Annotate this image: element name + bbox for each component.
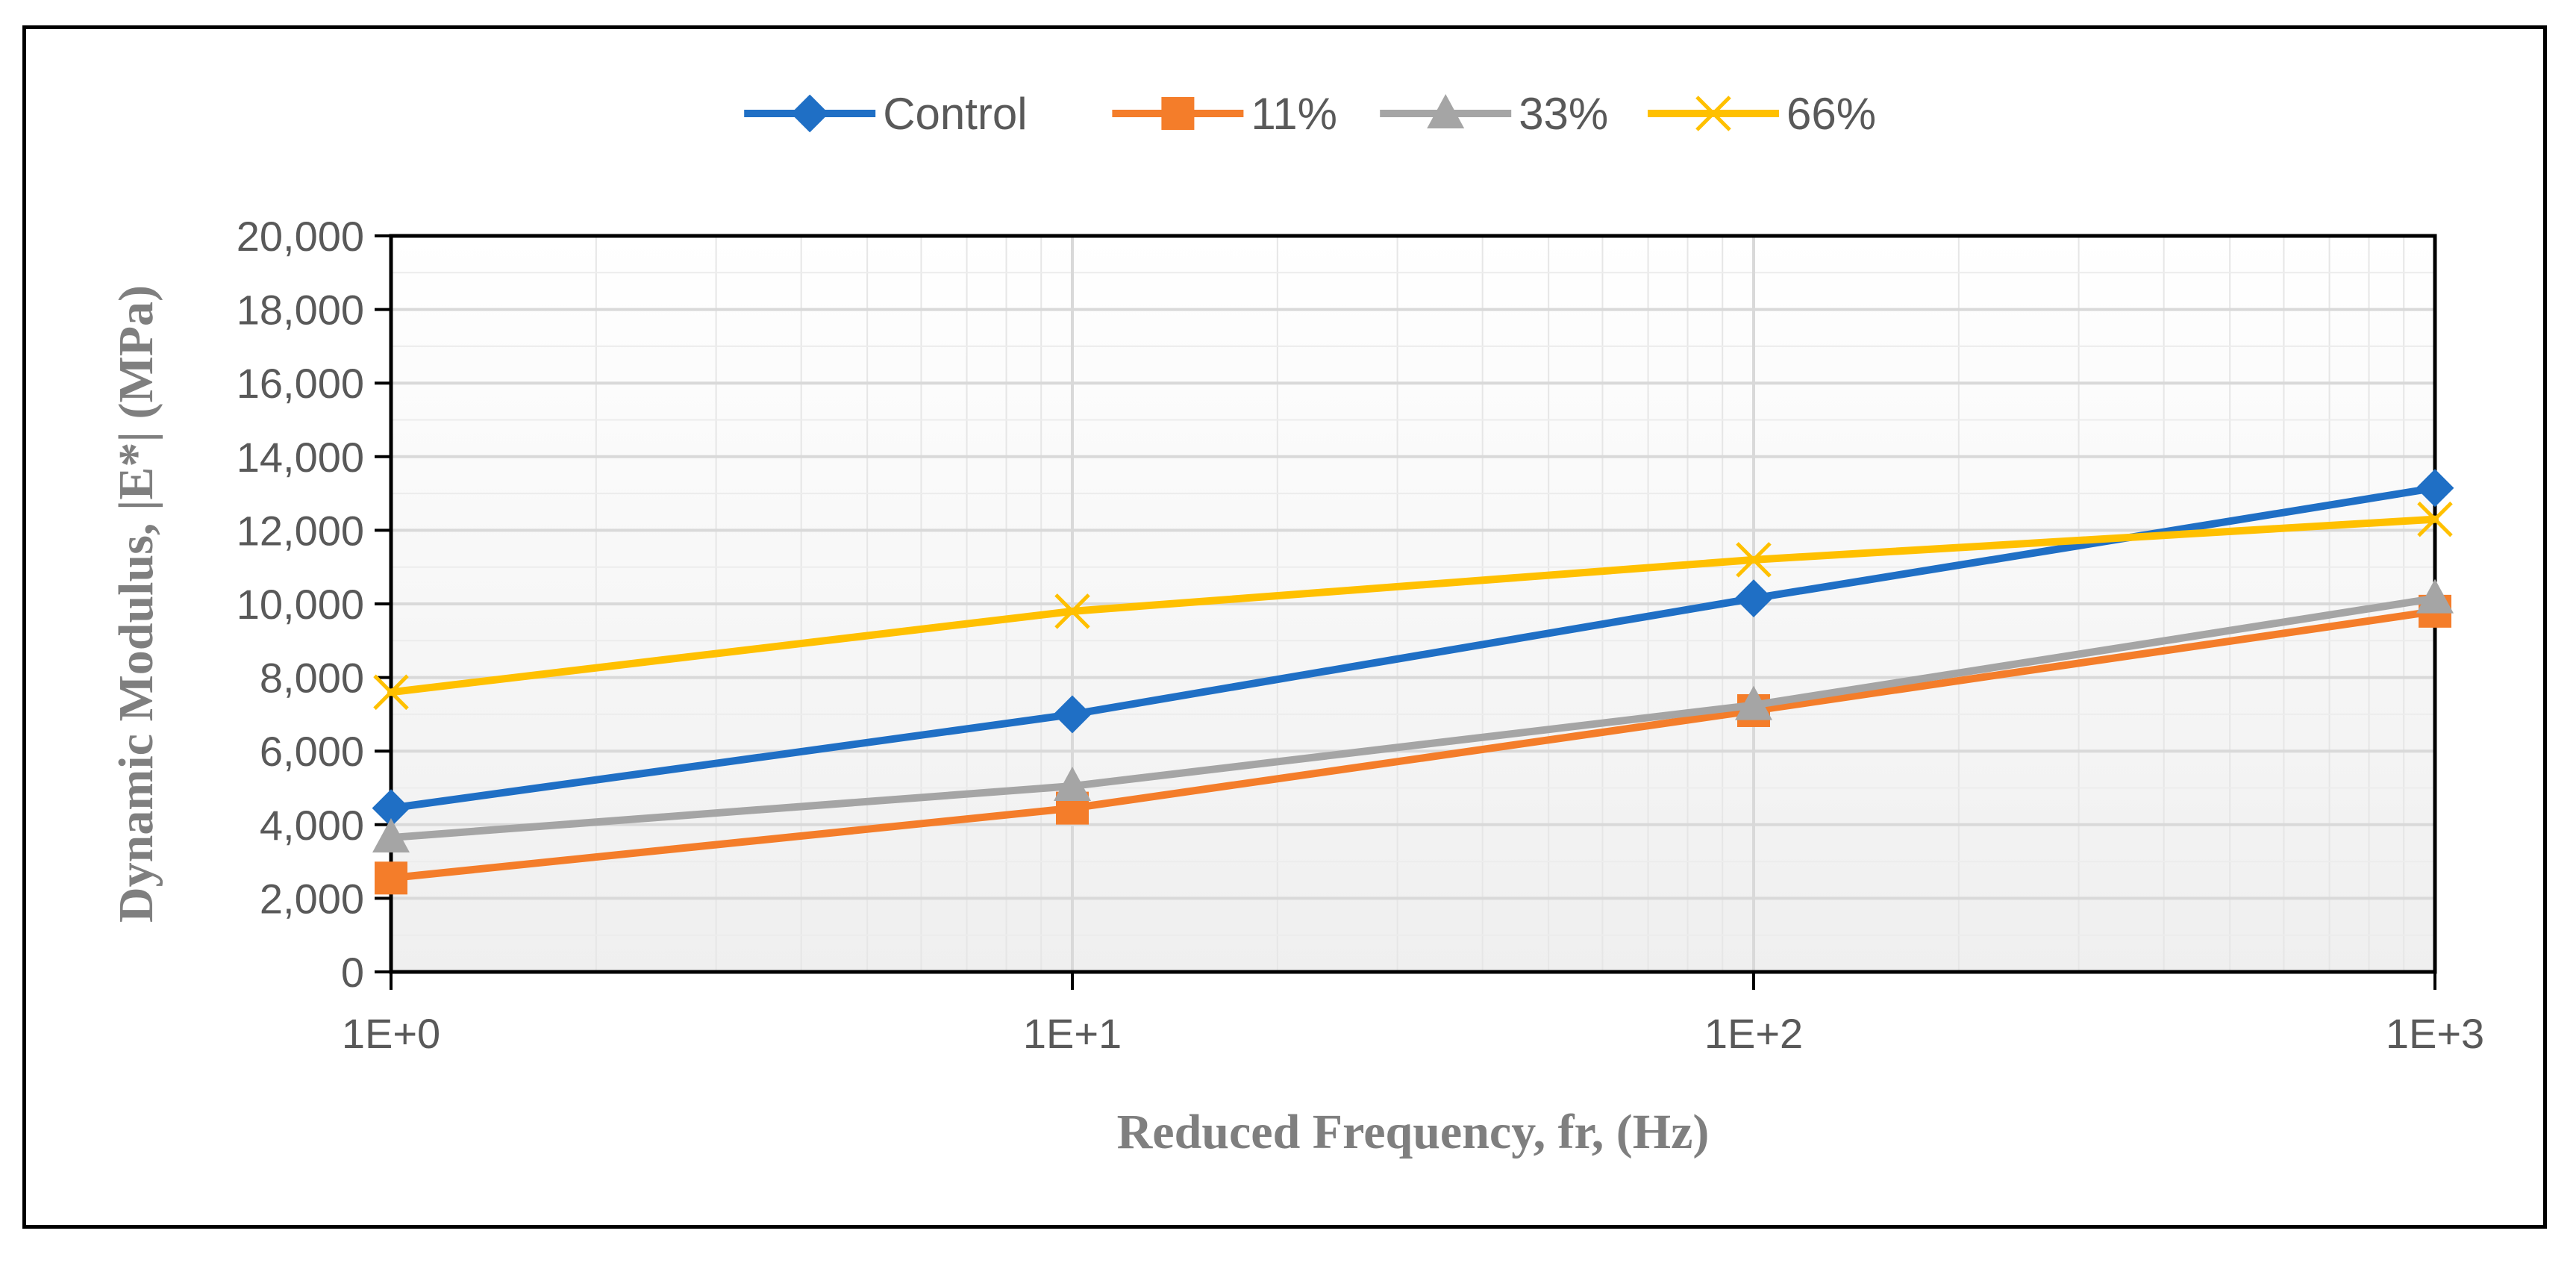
- y-axis-title: Dynamic Modulus, |E*| (MPa): [109, 285, 163, 923]
- y-tick-label: 16,000: [237, 360, 364, 407]
- data-point-control: [2416, 469, 2454, 508]
- legend-marker: [1161, 97, 1195, 130]
- y-tick-label: 4,000: [260, 802, 364, 849]
- y-tick-label: 14,000: [237, 434, 364, 481]
- x-tick-label: 1E+2: [1704, 1010, 1803, 1057]
- legend: Control 11% 33% 66%: [744, 89, 1876, 139]
- series-line-33pct: [387, 594, 2439, 842]
- series-33pct: [372, 579, 2454, 853]
- y-tick-label: 12,000: [237, 507, 364, 554]
- legend-label: 66%: [1786, 89, 1876, 139]
- legend-item-11pct: 11%: [1112, 89, 1337, 139]
- y-tick-label: 18,000: [237, 287, 364, 334]
- data-point-control: [1053, 695, 1092, 734]
- legend-label: 33%: [1519, 89, 1608, 139]
- data-point-33pct: [1735, 685, 1772, 720]
- data-point-33pct: [2416, 579, 2454, 614]
- legend-label: Control: [883, 89, 1027, 139]
- x-axis-title: Reduced Frequency, fr, (Hz): [1117, 1105, 1710, 1159]
- legend-marker: [1695, 96, 1731, 131]
- data-point-33pct: [1054, 767, 1091, 802]
- data-point-33pct: [372, 818, 410, 853]
- data-point-11pct: [375, 861, 407, 895]
- y-tick-label: 0: [341, 949, 364, 996]
- data-point-control: [1734, 579, 1773, 618]
- x-tick-label: 1E+1: [1023, 1010, 1122, 1057]
- series-line-11pct: [387, 607, 2439, 882]
- legend-item-control: Control: [744, 89, 1028, 139]
- data-point-66pct: [1054, 593, 1090, 629]
- legend-marker: [790, 94, 829, 133]
- series-line-66pct: [387, 515, 2439, 696]
- y-tick-label: 20,000: [237, 213, 364, 260]
- y-axis-ticks: 0 2,000 4,000 6,000 8,000 10,000 12,000 14,000 1…: [237, 213, 391, 996]
- data-point-66pct: [2417, 501, 2453, 537]
- y-tick-label: 2,000: [260, 875, 364, 922]
- data-point-66pct: [1736, 542, 1772, 578]
- legend-item-33pct: 33%: [1380, 89, 1608, 139]
- series-group: [372, 469, 2454, 895]
- x-tick-label: 1E+3: [2386, 1010, 2484, 1057]
- legend-item-66pct: 66%: [1648, 89, 1876, 139]
- data-point-66pct: [373, 674, 409, 711]
- x-axis-ticks: 1E+0 1E+1 1E+2 1E+3: [342, 972, 2484, 1057]
- legend-marker: [1427, 94, 1465, 128]
- y-tick-label: 8,000: [260, 655, 364, 702]
- legend-label: 11%: [1251, 89, 1337, 139]
- y-tick-label: 6,000: [260, 728, 364, 775]
- series-66pct: [373, 501, 2453, 711]
- x-tick-label: 1E+0: [342, 1010, 440, 1057]
- y-tick-label: 10,000: [237, 581, 364, 628]
